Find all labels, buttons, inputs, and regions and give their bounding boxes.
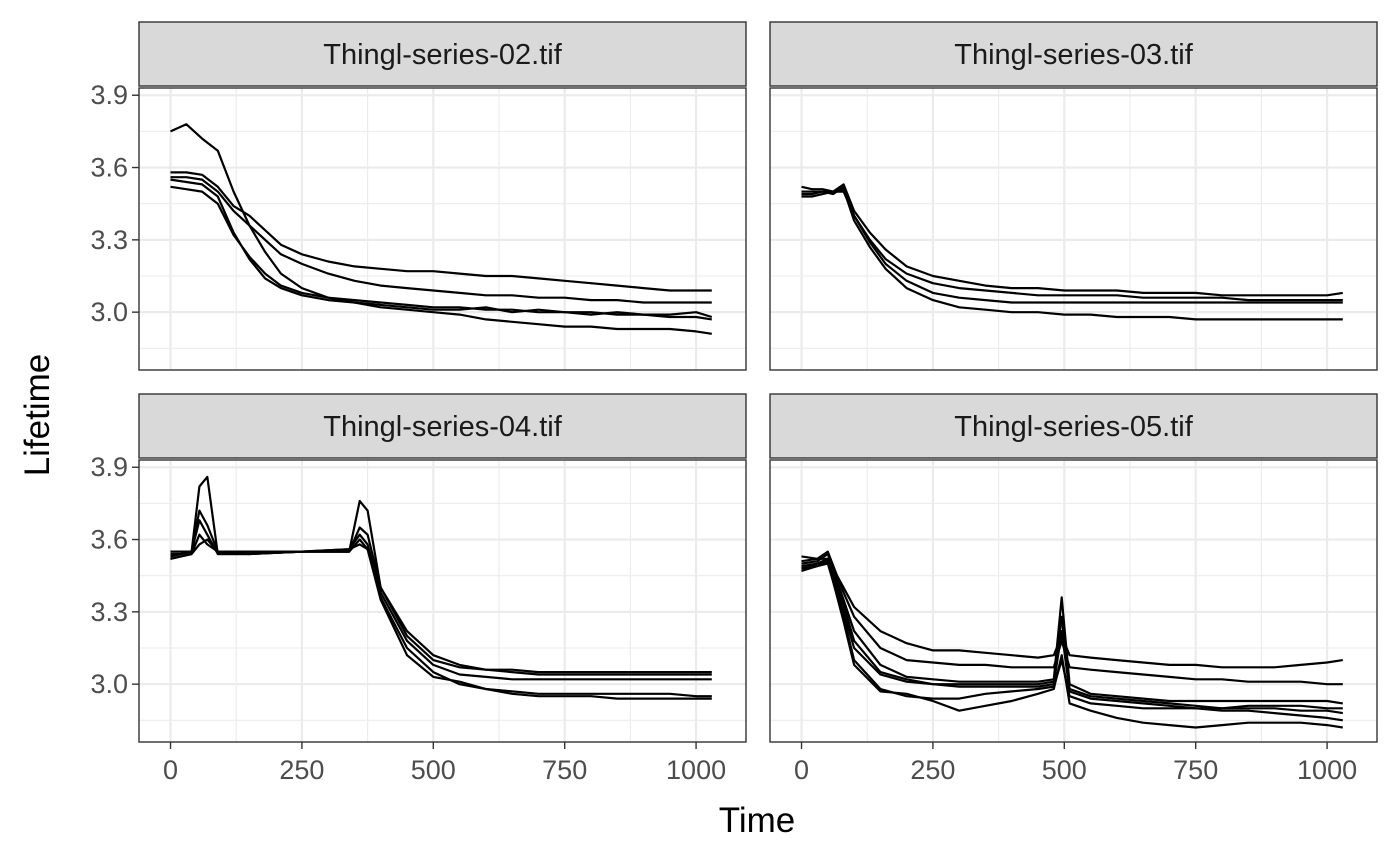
y-tick-label: 3.0 [90,297,128,327]
series-line-3 [801,552,1343,705]
x-tick-label: 0 [163,755,178,785]
panel-border [138,87,747,371]
facet-strip [138,21,747,87]
facet-panel-1: Thingl-series-02.tif 3.0 3.3 3.6 3.9 [90,21,747,371]
panel-border [769,459,1378,743]
series-line-1 [170,475,712,674]
y-tick-label: 3.6 [90,525,128,555]
plot-area [770,460,1377,742]
facet-panel-4: Thingl-series-05.tif 0 250 500 750 1000 [769,393,1378,785]
plot-area [139,460,746,742]
panels-layer: Thingl-series-02.tif3.03.33.63.9Thingl-s… [90,21,1378,785]
plot-area [139,88,746,370]
facet-strip [769,21,1378,87]
facet-strip-label: Thingl-series-02.tif [323,39,562,71]
y-tick-label: 3.9 [90,80,128,110]
y-axis-title: Lifetime [18,354,57,477]
series-line-2 [170,171,712,292]
series-line-5 [170,538,712,700]
series-line-5 [170,185,712,335]
x-tick-label: 250 [910,755,955,785]
facet-strip [769,393,1378,459]
facet-panel-3: Thingl-series-04.tif 3.0 3.3 3.6 3.9 0 250 500 7… [90,393,747,785]
y-tick-label: 3.3 [90,225,128,255]
x-tick-label: 750 [1173,755,1218,785]
x-tick-label: 0 [794,755,809,785]
series-line-2 [170,509,712,676]
panel-border [769,87,1378,371]
x-tick-label: 750 [542,755,587,785]
series-line-3 [170,519,712,681]
x-tick-label: 1000 [666,755,726,785]
series-line-5 [801,560,1343,722]
series-line-4 [801,557,1343,715]
facet-strip [138,393,747,459]
plot-area [770,88,1377,370]
y-tick-label: 3.9 [90,452,128,482]
x-axis-title: Time [719,801,795,840]
series-line-4 [170,533,712,698]
facet-panel-2: Thingl-series-03.tif [769,21,1378,371]
y-tick-label: 3.3 [90,597,128,627]
x-tick-label: 250 [279,755,324,785]
y-tick-label: 3.0 [90,669,128,699]
x-tick-label: 1000 [1297,755,1357,785]
facet-strip-label: Thingl-series-04.tif [323,411,562,443]
series-line-4 [801,188,1343,321]
series-line-1 [170,123,712,321]
series-line-7 [801,560,1343,729]
facet-strip-label: Thingl-series-05.tif [954,411,1193,443]
series-line-3 [170,176,712,304]
y-tick-label: 3.6 [90,153,128,183]
x-tick-label: 500 [411,755,456,785]
facet-strip-label: Thingl-series-03.tif [954,39,1193,71]
x-tick-label: 500 [1042,755,1087,785]
panel-border [138,459,747,743]
